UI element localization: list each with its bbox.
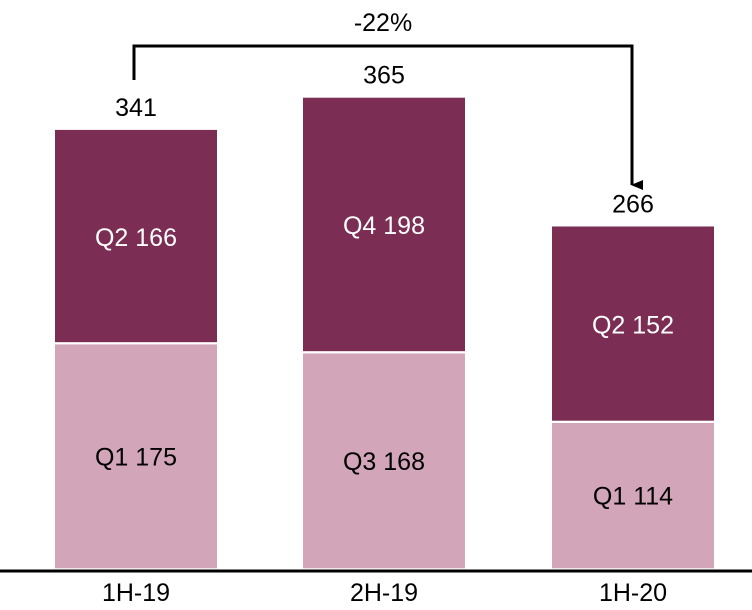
x-tick-label: 1H-19	[102, 579, 170, 607]
bar-segment-1H-19-1	[55, 344, 217, 569]
bars-group	[55, 97, 714, 569]
segment-label: Q1 114	[593, 483, 673, 511]
segment-label: Q4 198	[343, 212, 425, 240]
bar-segment-1H-20-2	[552, 226, 714, 421]
total-label: 365	[363, 62, 405, 90]
bar-segment-2H-19-2	[303, 97, 465, 352]
segment-label: Q1 175	[95, 443, 177, 471]
bar-segment-1H-19-2	[55, 129, 217, 343]
x-tick-label: 1H-20	[599, 579, 667, 607]
change-annotation: -22%	[132, 9, 643, 190]
segment-label: Q2 166	[95, 224, 177, 252]
bar-segment-1H-20-1	[552, 422, 714, 569]
segment-label: Q3 168	[343, 448, 425, 476]
change-bracket	[132, 44, 643, 190]
total-label: 341	[115, 94, 157, 122]
bar-segment-2H-19-1	[303, 353, 465, 569]
segment-label: Q2 152	[592, 311, 674, 339]
total-label: 266	[612, 190, 654, 218]
change-percent-label: -22%	[354, 9, 412, 37]
x-tick-label: 2H-19	[350, 579, 418, 607]
labels-group: Q1 175 Q2 166 341 1H-19 Q3 168 Q4 198 365 2H-19…	[95, 62, 674, 607]
